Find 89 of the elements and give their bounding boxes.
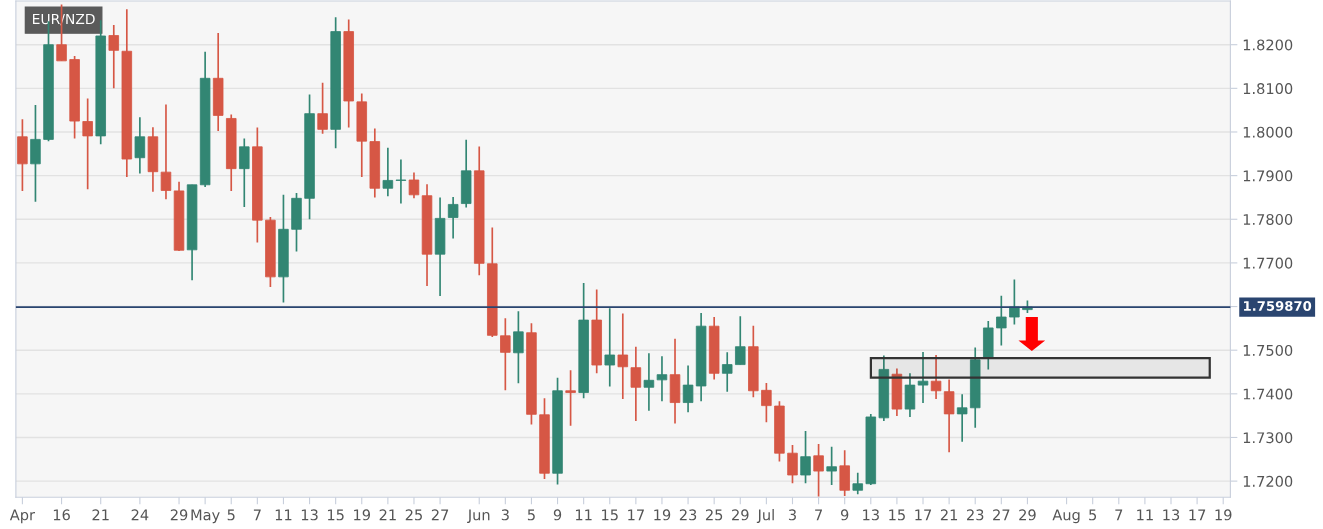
x-tick-label: 17 <box>1189 509 1206 521</box>
candlestick <box>408 171 420 200</box>
candlestick <box>239 137 250 208</box>
x-tick-label: 25 <box>705 509 723 521</box>
x-tick-label: 21 <box>940 509 958 521</box>
candlestick <box>604 307 615 388</box>
x-tick-label: 15 <box>327 509 344 521</box>
candlestick <box>500 317 511 392</box>
x-tick-label: 21 <box>379 509 396 521</box>
x-tick-label: 19 <box>654 509 671 521</box>
ref-line-label: 1.759870 <box>1244 300 1312 311</box>
candlestick <box>996 294 1007 347</box>
candlestick <box>852 471 863 496</box>
candlestick <box>630 345 642 422</box>
candlestick <box>134 116 146 175</box>
candlestick <box>956 393 968 443</box>
candlestick <box>160 103 172 201</box>
x-tick-label: 29 <box>170 509 188 521</box>
x-tick-label: 15 <box>602 509 618 521</box>
x-tick-label: 23 <box>967 509 984 521</box>
x-tick-label: 23 <box>679 509 697 521</box>
x-tick-label: Jun <box>467 509 490 524</box>
candlestick <box>813 443 824 498</box>
y-tick-label: 1.7300 <box>1243 432 1293 444</box>
x-tick-label: May <box>191 509 220 524</box>
candlestick <box>513 310 524 385</box>
x-tick-label: 19 <box>1215 509 1232 521</box>
x-tick-label: 11 <box>575 509 592 521</box>
candlestick <box>721 351 733 393</box>
y-tick-label: 1.7500 <box>1243 344 1293 356</box>
x-tick-label: 21 <box>92 509 109 521</box>
candlestick <box>643 352 655 412</box>
candlestick <box>943 378 955 454</box>
candlestick <box>930 354 942 400</box>
x-tick-label: 29 <box>732 509 749 521</box>
x-tick-label: 11 <box>275 509 292 521</box>
candlestick <box>108 24 120 90</box>
x-tick-label: 27 <box>993 509 1010 521</box>
x-tick-label: 9 <box>840 509 849 521</box>
x-tick-label: 3 <box>501 509 509 521</box>
candlestick <box>682 364 694 413</box>
candlestick <box>787 444 798 485</box>
x-tick-label: 13 <box>1163 509 1180 521</box>
candlestick <box>904 372 916 418</box>
x-tick-label: 17 <box>628 509 644 521</box>
candlestick <box>656 355 668 403</box>
x-tick-label: 7 <box>815 509 822 521</box>
y-tick-label: 1.7700 <box>1243 257 1293 269</box>
x-tick-label: Aug <box>1052 509 1080 524</box>
x-tick-label: 29 <box>1019 509 1036 521</box>
candlestick <box>447 196 459 240</box>
x-tick-label: 7 <box>253 509 261 521</box>
candlestick <box>382 146 394 197</box>
x-tick-label: 15 <box>889 509 905 521</box>
x-tick-label: 3 <box>788 509 796 521</box>
y-tick-label: 1.8000 <box>1243 126 1293 138</box>
candlestick <box>317 81 328 135</box>
y-tick-label: 1.7800 <box>1243 213 1293 226</box>
y-tick-label: 1.8200 <box>1243 39 1293 51</box>
candlestick <box>1009 278 1020 326</box>
y-tick-label: 1.7400 <box>1243 388 1293 400</box>
x-tick-label: Apr <box>9 509 36 524</box>
x-tick-label: 27 <box>431 509 449 521</box>
x-tick-label: 25 <box>405 509 422 521</box>
x-tick-label: Jul <box>756 509 774 524</box>
x-tick-label: 13 <box>301 509 318 521</box>
candlestick <box>565 369 576 427</box>
x-tick-label: 16 <box>53 509 70 521</box>
x-tick-label: 11 <box>1137 509 1153 521</box>
candlestick <box>761 382 772 424</box>
y-tick-label: 1.7200 <box>1243 475 1293 487</box>
candlestick <box>917 351 929 404</box>
candlestick <box>800 430 811 485</box>
y-tick-label: 1.8100 <box>1243 83 1293 95</box>
candlestick <box>617 312 629 400</box>
candlestick <box>826 445 837 486</box>
x-tick-label: 5 <box>1089 509 1097 521</box>
candlestick <box>735 315 746 366</box>
x-tick-label: 13 <box>863 509 879 521</box>
y-tick-label: 1.7900 <box>1243 170 1293 182</box>
candlestick <box>82 97 93 190</box>
x-tick-label: 24 <box>131 509 149 521</box>
candlestick <box>395 158 407 205</box>
x-tick-label: 17 <box>915 509 932 521</box>
x-tick-label: 9 <box>553 509 562 521</box>
x-tick-label: 19 <box>354 509 371 521</box>
x-tick-label: 5 <box>227 509 235 521</box>
x-tick-label: 7 <box>1115 509 1123 521</box>
x-tick-label: 5 <box>527 509 535 521</box>
